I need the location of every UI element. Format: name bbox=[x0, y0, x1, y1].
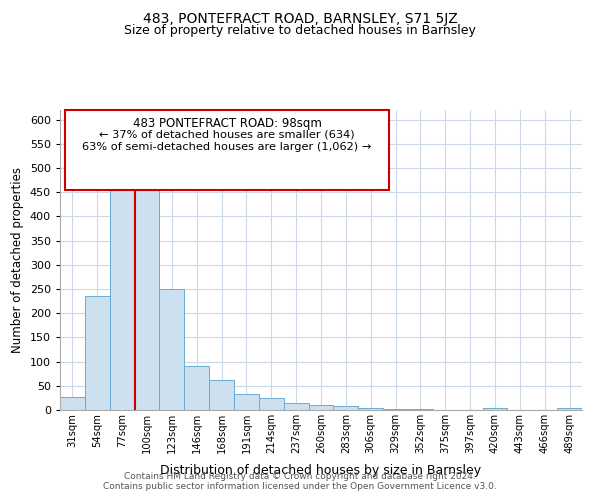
Bar bbox=[85, 296, 110, 410]
Bar bbox=[234, 394, 259, 410]
Text: Contains HM Land Registry data © Crown copyright and database right 2024.: Contains HM Land Registry data © Crown c… bbox=[124, 472, 476, 481]
Bar bbox=[383, 409, 408, 410]
Bar bbox=[334, 406, 358, 410]
Bar bbox=[209, 380, 234, 410]
Bar bbox=[110, 173, 134, 410]
Bar bbox=[184, 366, 209, 410]
Bar bbox=[358, 408, 383, 410]
Bar bbox=[160, 289, 184, 410]
Text: ← 37% of detached houses are smaller (634): ← 37% of detached houses are smaller (63… bbox=[99, 130, 355, 140]
FancyBboxPatch shape bbox=[65, 110, 389, 190]
Bar bbox=[482, 408, 508, 410]
Bar bbox=[60, 397, 85, 410]
Text: 483 PONTEFRACT ROAD: 98sqm: 483 PONTEFRACT ROAD: 98sqm bbox=[133, 118, 322, 130]
Bar bbox=[408, 409, 433, 410]
Bar bbox=[259, 398, 284, 410]
Text: 483, PONTEFRACT ROAD, BARNSLEY, S71 5JZ: 483, PONTEFRACT ROAD, BARNSLEY, S71 5JZ bbox=[143, 12, 457, 26]
Bar bbox=[134, 184, 160, 410]
X-axis label: Distribution of detached houses by size in Barnsley: Distribution of detached houses by size … bbox=[160, 464, 482, 477]
Bar bbox=[308, 404, 334, 410]
Bar bbox=[284, 403, 308, 410]
Text: Contains public sector information licensed under the Open Government Licence v3: Contains public sector information licen… bbox=[103, 482, 497, 491]
Bar bbox=[557, 408, 582, 410]
Text: Size of property relative to detached houses in Barnsley: Size of property relative to detached ho… bbox=[124, 24, 476, 37]
Text: 63% of semi-detached houses are larger (1,062) →: 63% of semi-detached houses are larger (… bbox=[82, 142, 371, 152]
Y-axis label: Number of detached properties: Number of detached properties bbox=[11, 167, 24, 353]
